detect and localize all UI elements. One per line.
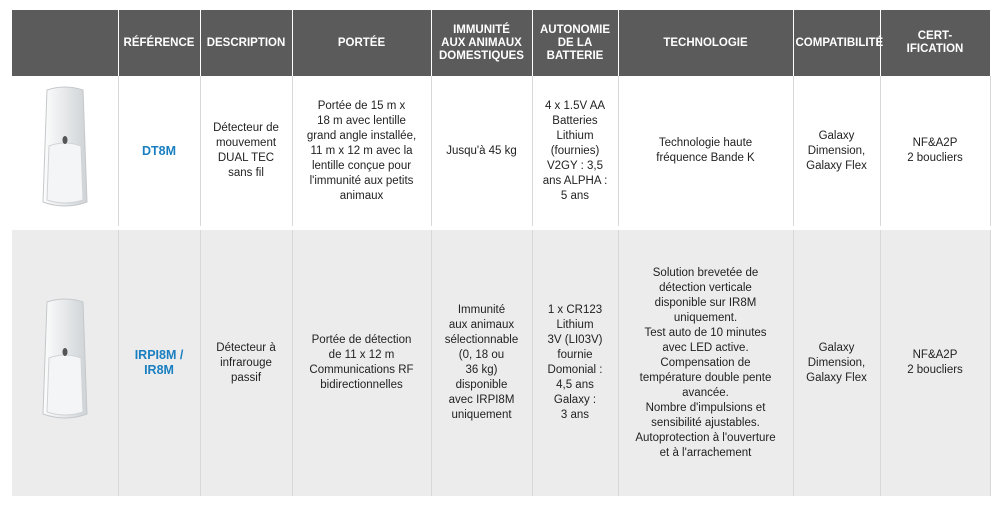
table-cell: Portée de détection de 11 x 12 m Communi… xyxy=(292,226,432,496)
table-cell: Galaxy Dimension, Galaxy Flex xyxy=(793,226,881,496)
table-cell: Technologie haute fréquence Bande K xyxy=(618,76,794,228)
table-cell: 4 x 1.5V AA Batteries Lithium (fournies)… xyxy=(532,76,619,228)
table-cell: Immunité aux animaux sélectionnable (0, … xyxy=(431,226,533,496)
table-cell: NF&A2P 2 boucliers xyxy=(880,226,991,496)
product-table: RÉFÉRENCE DESCRIPTION PORTÉE IMMUNITÉ AUX A… xyxy=(12,10,991,496)
header-row: RÉFÉRENCE DESCRIPTION PORTÉE IMMUNITÉ AUX A… xyxy=(12,10,991,76)
table-cell: NF&A2P 2 boucliers xyxy=(880,76,991,228)
image-cell xyxy=(12,76,119,228)
header-cell: DESCRIPTION xyxy=(200,10,293,76)
header-cell: IMMUNITÉ AUX ANIMAUX DOMESTIQUES xyxy=(431,10,533,76)
table-cell: Portée de 15 m x 18 m avec lentille gran… xyxy=(292,76,432,228)
table-cell: Solution brevetée de détection verticale… xyxy=(618,226,794,496)
reference-cell: IRPI8M / IR8M xyxy=(118,226,201,496)
image-cell xyxy=(12,226,119,496)
header-cell: AUTONOMIE DE LA BATTERIE xyxy=(532,10,619,76)
table-row: DT8M Détecteur de mouvement DUAL TEC sans… xyxy=(12,76,991,228)
reference-cell: DT8M xyxy=(118,76,201,228)
header-cell xyxy=(12,10,119,76)
table-cell: 1 x CR123 Lithium 3V (LI03V) fournie Dom… xyxy=(532,226,619,496)
header-cell: TECHNOLOGIE xyxy=(618,10,794,76)
detector-image xyxy=(42,298,88,418)
table-row: IRPI8M / IR8M Détecteur à infrarouge pass… xyxy=(12,226,991,496)
table-cell: Détecteur de mouvement DUAL TEC sans fil xyxy=(200,76,293,228)
table-cell: Détecteur à infrarouge passif xyxy=(200,226,293,496)
table-cell: Jusqu'à 45 kg xyxy=(431,76,533,228)
table-body: DT8M Détecteur de mouvement DUAL TEC sans… xyxy=(12,76,991,496)
detector-image xyxy=(42,86,88,206)
table-cell: Galaxy Dimension, Galaxy Flex xyxy=(793,76,881,228)
header-cell: CERT- IFICATION xyxy=(880,10,991,76)
header-cell: COMPATIBILITÉ xyxy=(793,10,883,76)
header-cell: RÉFÉRENCE xyxy=(118,10,201,76)
header-cell: PORTÉE xyxy=(292,10,432,76)
